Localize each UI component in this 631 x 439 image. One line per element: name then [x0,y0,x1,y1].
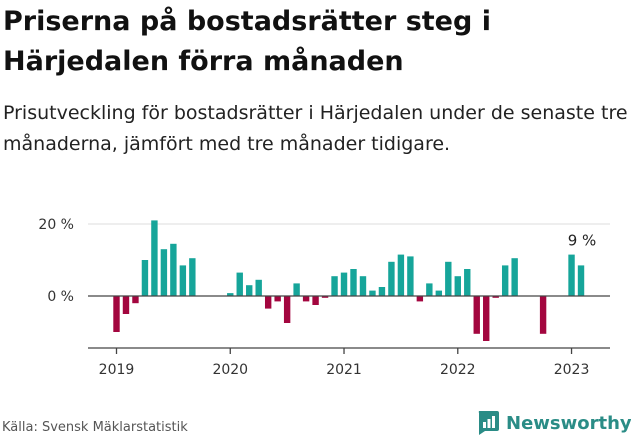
bar [246,285,253,296]
bar [445,261,452,296]
bar [501,265,509,296]
bar [122,296,130,314]
chart-title: Priserna på bostadsrätter steg i Härjeda… [3,6,491,77]
bar [141,260,149,296]
labels: 0 % 20 % 2019 2020 2021 2022 2023 9 % [38,217,596,378]
bar [302,296,310,302]
bar [473,296,480,334]
bar [350,269,357,296]
bar [435,290,443,296]
logo-text: Newsworthy [506,412,631,434]
chart-subtitle: Prisutveckling för bostadsrätter i Härje… [3,102,628,155]
bar [492,296,499,298]
bar [132,296,139,304]
bar [464,269,471,296]
bar [454,276,461,296]
bar [189,258,196,296]
newsworthy-logo[interactable]: Newsworthy [476,408,631,438]
bar [568,254,575,296]
annotation-label: 9 % [568,231,597,249]
bar [283,296,291,323]
bar [397,254,405,296]
y-tick-label: 0 % [47,289,74,305]
bar [113,296,120,332]
bar [369,290,376,296]
bar [416,296,424,302]
bar [274,296,281,302]
bars [113,220,585,341]
bar [293,283,300,296]
bar [378,287,386,296]
bar [388,261,395,296]
bar [539,296,547,334]
bar [255,279,262,296]
newsworthy-chart-icon [478,411,499,435]
x-tick-label: 2023 [554,362,590,378]
bar [179,265,187,296]
bar [511,258,518,296]
axes [88,295,610,354]
bar [321,296,329,298]
x-tick-label: 2021 [326,362,362,378]
bar [264,296,272,309]
bar [359,276,367,296]
bar [331,276,338,296]
source-text: Källa: Svensk Mäklarstatistik [2,420,188,435]
bar [483,296,490,341]
x-tick-label: 2022 [440,362,476,378]
bar [151,220,158,296]
bar [170,243,177,296]
bar [312,296,319,305]
bar [160,249,168,296]
bar [236,272,243,296]
bar [407,256,414,296]
x-tick-label: 2019 [99,362,135,378]
bar [340,272,348,296]
bar-chart: 0 % 20 % 2019 2020 2021 2022 2023 9 % [38,217,610,378]
bar [227,293,234,296]
bar [426,283,433,296]
y-tick-label: 20 % [38,217,74,233]
bar [577,265,585,296]
x-tick-label: 2020 [212,362,248,378]
